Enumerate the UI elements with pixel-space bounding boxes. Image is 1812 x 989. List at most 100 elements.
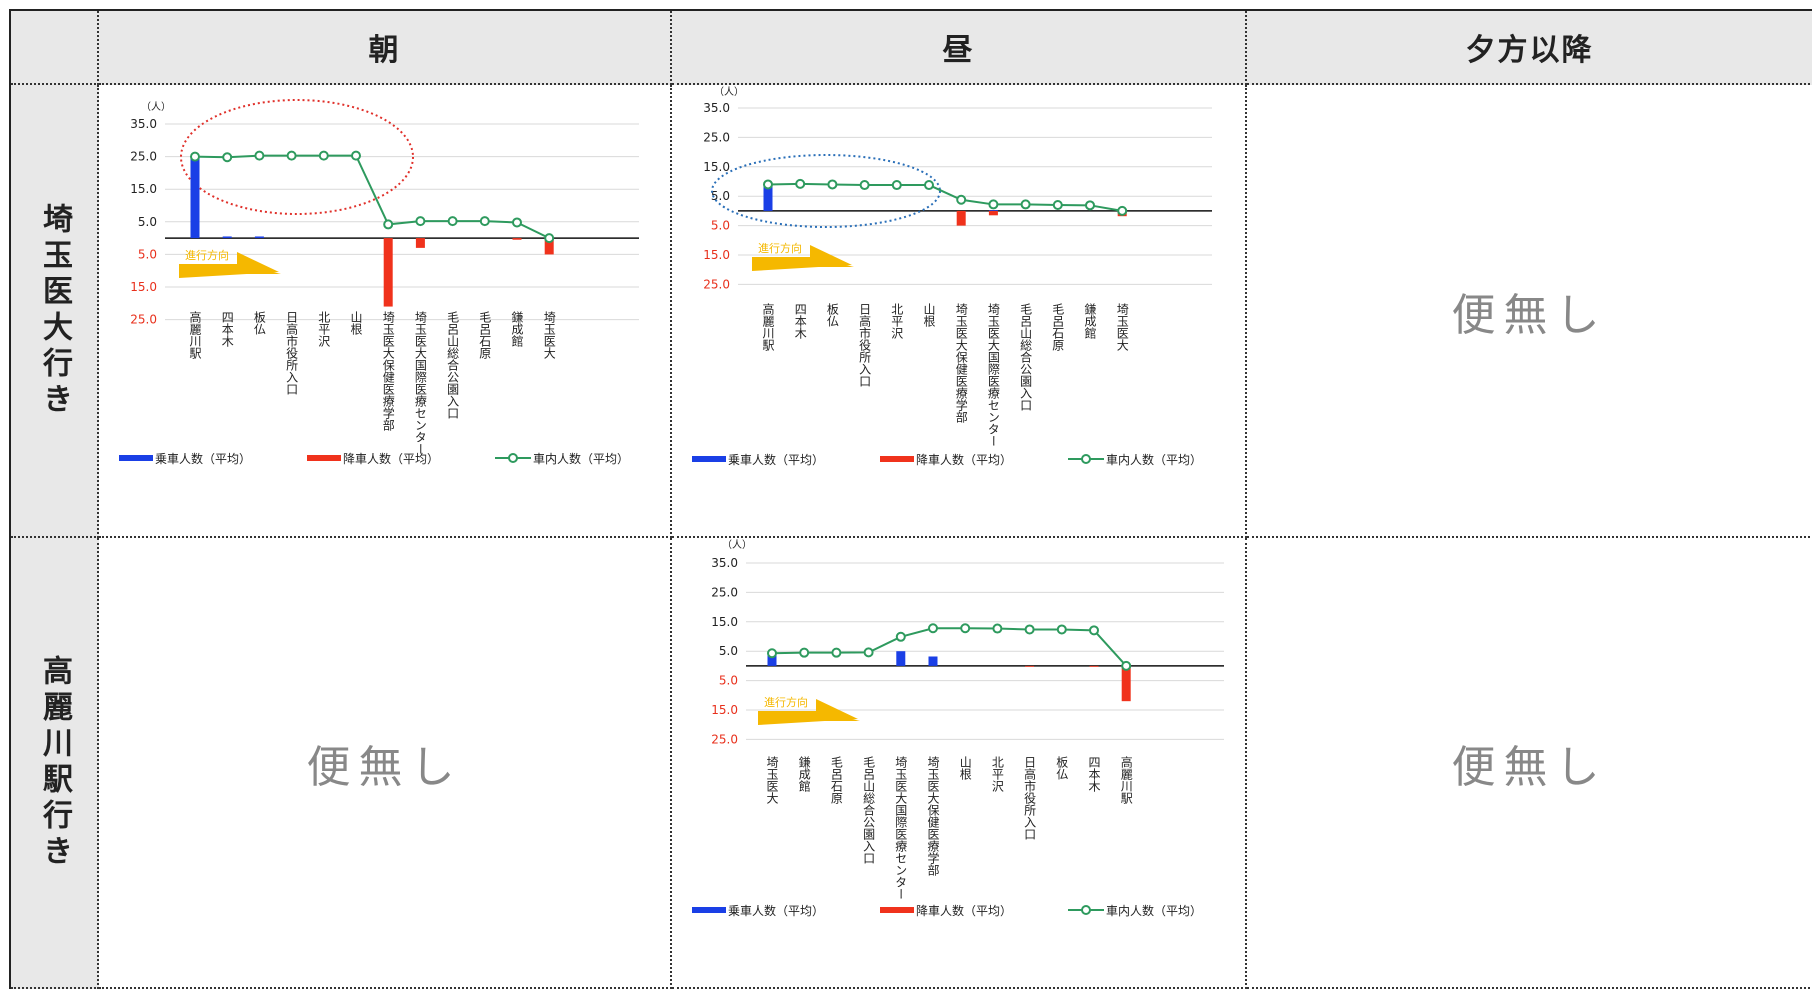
bar-board	[988, 210, 998, 211]
bar-alight	[544, 238, 554, 255]
y-tick-label: 25.0	[703, 277, 730, 291]
point-onboard	[447, 216, 458, 227]
bar-alight	[1121, 665, 1131, 702]
point-onboard	[992, 623, 1003, 634]
header-corner	[11, 11, 99, 85]
row-label-to-univ-text: 埼玉医大行き	[37, 202, 72, 419]
no-service-text: 便無し	[1451, 289, 1608, 341]
x-tick-label: 毛呂石原	[1051, 303, 1065, 351]
x-tick-label: 埼玉医大国際医療センター	[986, 303, 1000, 447]
point-onboard	[544, 233, 555, 244]
x-tick-label: 毛呂山総合公園入口	[446, 311, 460, 419]
y-tick-label: 25.0	[130, 150, 157, 164]
x-tick-label: 鎌成館	[797, 755, 811, 792]
legend-alight-swatch	[880, 456, 914, 462]
bar-alight	[1089, 665, 1099, 667]
x-tick-label: 山根	[349, 311, 363, 335]
legend-alight-swatch	[880, 907, 914, 913]
row-label-to-koma-text: 高麗川駅行き	[37, 654, 72, 871]
line-onboard	[767, 182, 1123, 212]
point-onboard	[1020, 199, 1031, 210]
y-tick-label: 25.0	[711, 585, 738, 599]
x-tick-label: 埼玉医大保健医療学部	[954, 303, 968, 423]
legend-onboard-marker	[1081, 454, 1091, 464]
point-onboard	[190, 151, 200, 162]
x-tick-label: 埼玉医大国際医療センター	[894, 756, 908, 900]
x-tick-label: 北平沢	[317, 311, 331, 348]
x-tick-label: 板仏	[1055, 756, 1069, 780]
y-tick-label: 5.0	[719, 674, 738, 688]
point-onboard	[286, 150, 297, 161]
point-onboard	[318, 150, 329, 161]
x-tick-label: 毛呂山総合公園入口	[862, 756, 876, 864]
cell-univ-evening: 便無し	[1247, 85, 1812, 538]
x-tick-label: 毛呂石原	[478, 311, 492, 359]
x-tick-label: 鎌成館	[1083, 302, 1097, 339]
x-tick-label: 北平沢	[990, 756, 1004, 793]
y-tick-label: 15.0	[130, 280, 157, 294]
cell-univ-noon: （人） 35.0 25.0 15.0 5.0 5.0 15.0 25.0 進行方向 高麗川駅 四本木…	[672, 85, 1247, 538]
bar-alight	[415, 238, 425, 248]
point-onboard	[1117, 205, 1128, 216]
x-tick-label: 埼玉医大国際医療センター	[413, 311, 427, 455]
y-tick-label: 15.0	[711, 703, 738, 717]
x-tick-label: 板仏	[252, 311, 266, 335]
x-tick-label: 板仏	[825, 303, 839, 327]
highlight-ellipse	[711, 154, 941, 228]
x-tick-label: 日高市役所入口	[1023, 756, 1037, 840]
y-tick-label: 25.0	[130, 313, 157, 327]
x-tick-label: 山根	[922, 303, 936, 327]
legend-onboard-marker	[1081, 905, 1091, 915]
point-onboard	[895, 631, 906, 642]
point-onboard	[351, 150, 361, 161]
bar-alight	[383, 238, 393, 307]
point-onboard	[222, 152, 233, 163]
point-onboard	[928, 623, 938, 634]
point-onboard	[863, 647, 874, 658]
legend-board-swatch	[119, 455, 153, 461]
cell-koma-evening: 便無し	[1247, 538, 1812, 989]
legend-alight-text: 降車人数（平均）	[343, 451, 439, 466]
y-tick-label: 15.0	[703, 160, 730, 174]
point-onboard	[1085, 200, 1095, 211]
y-tick-label: 25.0	[703, 130, 730, 144]
x-tick-label: 高麗川駅	[761, 302, 775, 352]
cell-koma-morning: 便無し	[99, 538, 672, 989]
legend-board-text: 乗車人数（平均）	[728, 903, 824, 918]
y-tick-label: 5.0	[711, 219, 730, 233]
direction-arrow-body	[752, 257, 854, 267]
point-onboard	[891, 180, 902, 191]
bar-board	[190, 156, 200, 239]
line-onboard	[194, 154, 550, 239]
bar-alight	[988, 210, 998, 216]
y-unit-label: （人）	[141, 101, 171, 113]
point-onboard	[827, 179, 838, 190]
y-tick-label: 15.0	[703, 248, 730, 262]
bar-alight	[1025, 665, 1035, 667]
bar-board	[767, 654, 777, 666]
direction-label: 進行方向	[764, 695, 808, 709]
header-evening: 夕方以降	[1247, 11, 1812, 85]
legend-alight-swatch	[307, 455, 341, 461]
point-onboard	[1056, 624, 1067, 635]
point-onboard	[924, 180, 934, 191]
point-onboard	[956, 194, 967, 205]
point-onboard	[795, 178, 806, 189]
point-onboard	[254, 150, 265, 161]
legend-alight-text: 降車人数（平均）	[916, 903, 1012, 918]
cell-koma-noon: （人） 35.0 25.0 15.0 5.0 5.0 15.0 25.0 進行方向 埼玉医大 鎌成館…	[672, 538, 1247, 989]
x-tick-label: 毛呂石原	[829, 756, 843, 804]
x-tick-label: 北平沢	[890, 303, 904, 340]
y-tick-label: 25.0	[711, 732, 738, 746]
direction-label: 進行方向	[758, 241, 802, 255]
bar-alight	[956, 210, 966, 226]
x-tick-label: 毛呂山総合公園入口	[1019, 303, 1033, 411]
x-tick-label: 埼玉医大保健医療学部	[926, 756, 940, 876]
legend-onboard-text: 車内人数（平均）	[1106, 452, 1202, 467]
x-tick-label: 山根	[958, 756, 972, 780]
legend-alight-text: 降車人数（平均）	[916, 452, 1012, 467]
legend-board-swatch	[692, 456, 726, 462]
y-tick-label: 35.0	[130, 117, 157, 131]
x-tick-label: 日高市役所入口	[858, 303, 872, 387]
